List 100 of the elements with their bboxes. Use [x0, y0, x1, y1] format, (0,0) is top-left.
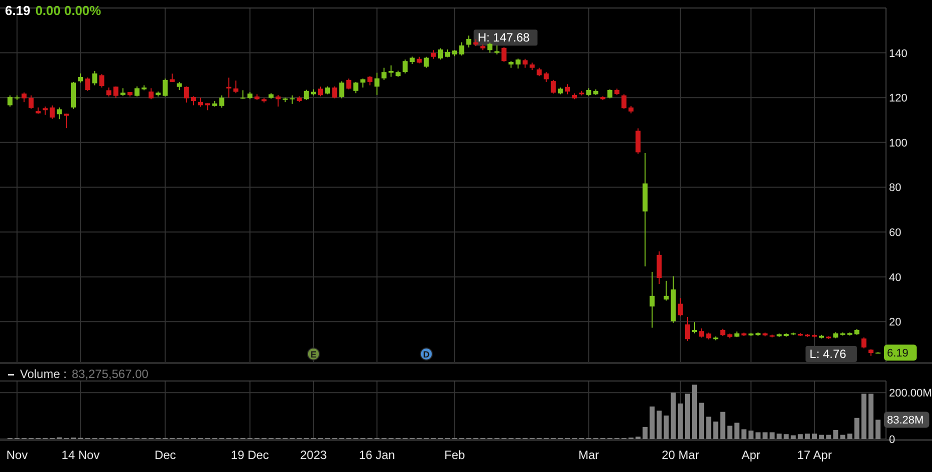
y-tick-label: 120	[889, 92, 908, 105]
candlestick	[636, 128, 641, 154]
candlestick	[861, 336, 866, 349]
candlestick	[22, 92, 27, 103]
y-tick-label: 40	[889, 272, 902, 284]
bar	[770, 432, 775, 439]
x-tick-label: Mar	[578, 448, 600, 462]
bar	[670, 392, 676, 439]
candlestick	[367, 76, 372, 86]
bar	[840, 434, 846, 439]
bar	[699, 402, 704, 439]
chart-title: Volume :	[20, 367, 67, 381]
candlestick	[550, 79, 556, 94]
candlestick	[692, 322, 698, 334]
candlestick	[226, 77, 232, 98]
bar	[847, 434, 852, 439]
candlestick	[99, 74, 104, 88]
circle-badge-icon: D	[420, 348, 433, 360]
candlestick	[304, 89, 309, 100]
x-tick-label: 2023	[300, 448, 328, 462]
bar	[720, 412, 726, 439]
candlestick	[424, 56, 429, 68]
x-tick-label: Dec	[154, 448, 176, 462]
bar	[762, 432, 768, 439]
candlestick	[184, 86, 189, 104]
candlestick	[85, 76, 90, 92]
bar	[684, 394, 690, 439]
y-tick-label: 60	[889, 227, 902, 240]
candlestick	[678, 298, 683, 317]
y-tick-label: 20	[889, 316, 902, 329]
candlestick	[664, 280, 669, 302]
bar	[784, 434, 789, 439]
candlestick	[92, 70, 98, 86]
candlestick	[8, 94, 12, 108]
x-tick-label: 16 Jan	[358, 448, 395, 462]
candlestick	[318, 86, 324, 97]
annotation: H: 147.68	[478, 30, 530, 45]
bar	[826, 434, 832, 439]
bar	[656, 410, 662, 439]
candlestick	[56, 106, 62, 120]
bar	[798, 434, 803, 439]
annotation: D	[423, 350, 430, 360]
y-tick-label: 140	[889, 48, 908, 60]
candlestick	[162, 78, 168, 97]
candlestick	[219, 94, 224, 108]
candlestick	[402, 59, 408, 74]
candlestick	[198, 97, 204, 108]
candlestick	[78, 72, 84, 84]
bar	[664, 416, 669, 439]
annotation: E	[310, 350, 316, 360]
candlestick	[233, 80, 238, 94]
bar	[776, 434, 782, 439]
candlestick	[134, 86, 140, 97]
candlestick	[656, 250, 662, 285]
x-tick-label: Apr	[742, 448, 760, 462]
candlestick	[466, 35, 472, 48]
chart-subtitle: 83,275,567.00	[72, 367, 149, 381]
candlestick	[276, 94, 281, 108]
candlestick	[339, 80, 344, 99]
candlestick	[544, 72, 549, 82]
bar	[861, 394, 866, 439]
bar	[734, 422, 740, 439]
bar	[790, 435, 796, 439]
candlestick	[621, 94, 626, 110]
candlestick	[650, 271, 655, 328]
x-tick-label: Feb	[444, 448, 466, 462]
candlestick	[28, 94, 34, 110]
candlestick	[516, 58, 521, 69]
bar	[819, 434, 824, 439]
x-tick-label: Nov	[6, 448, 28, 462]
bar	[741, 429, 746, 439]
bar	[833, 430, 838, 439]
candlestick	[332, 86, 338, 99]
chart-subtitle: 0.00 0.00%	[35, 3, 102, 18]
candlestick	[487, 42, 492, 54]
bar	[706, 416, 712, 439]
bar	[854, 418, 860, 439]
candlestick	[459, 42, 464, 56]
candlestick	[148, 88, 154, 100]
candlestick	[438, 48, 443, 60]
candlestick	[564, 84, 570, 95]
bar	[692, 384, 698, 439]
x-tick-label: 14 Nov	[62, 448, 100, 462]
annotation: L: 4.76	[810, 347, 847, 361]
candlestick	[353, 81, 358, 94]
candlestick	[501, 46, 506, 62]
chart-title: 6.19	[5, 3, 30, 18]
bar	[727, 426, 732, 439]
candlestick	[50, 104, 55, 120]
candlestick	[699, 328, 704, 338]
text: 6.19	[887, 348, 908, 360]
candlestick	[374, 72, 380, 96]
bar	[868, 394, 874, 439]
bar	[748, 430, 754, 439]
y-tick-label: 80	[889, 182, 902, 194]
bar	[678, 404, 683, 439]
bar	[642, 426, 648, 439]
candlestick	[64, 113, 69, 129]
y-tick-label: 100	[889, 137, 908, 150]
x-tick-label: 20 Mar	[662, 448, 700, 462]
